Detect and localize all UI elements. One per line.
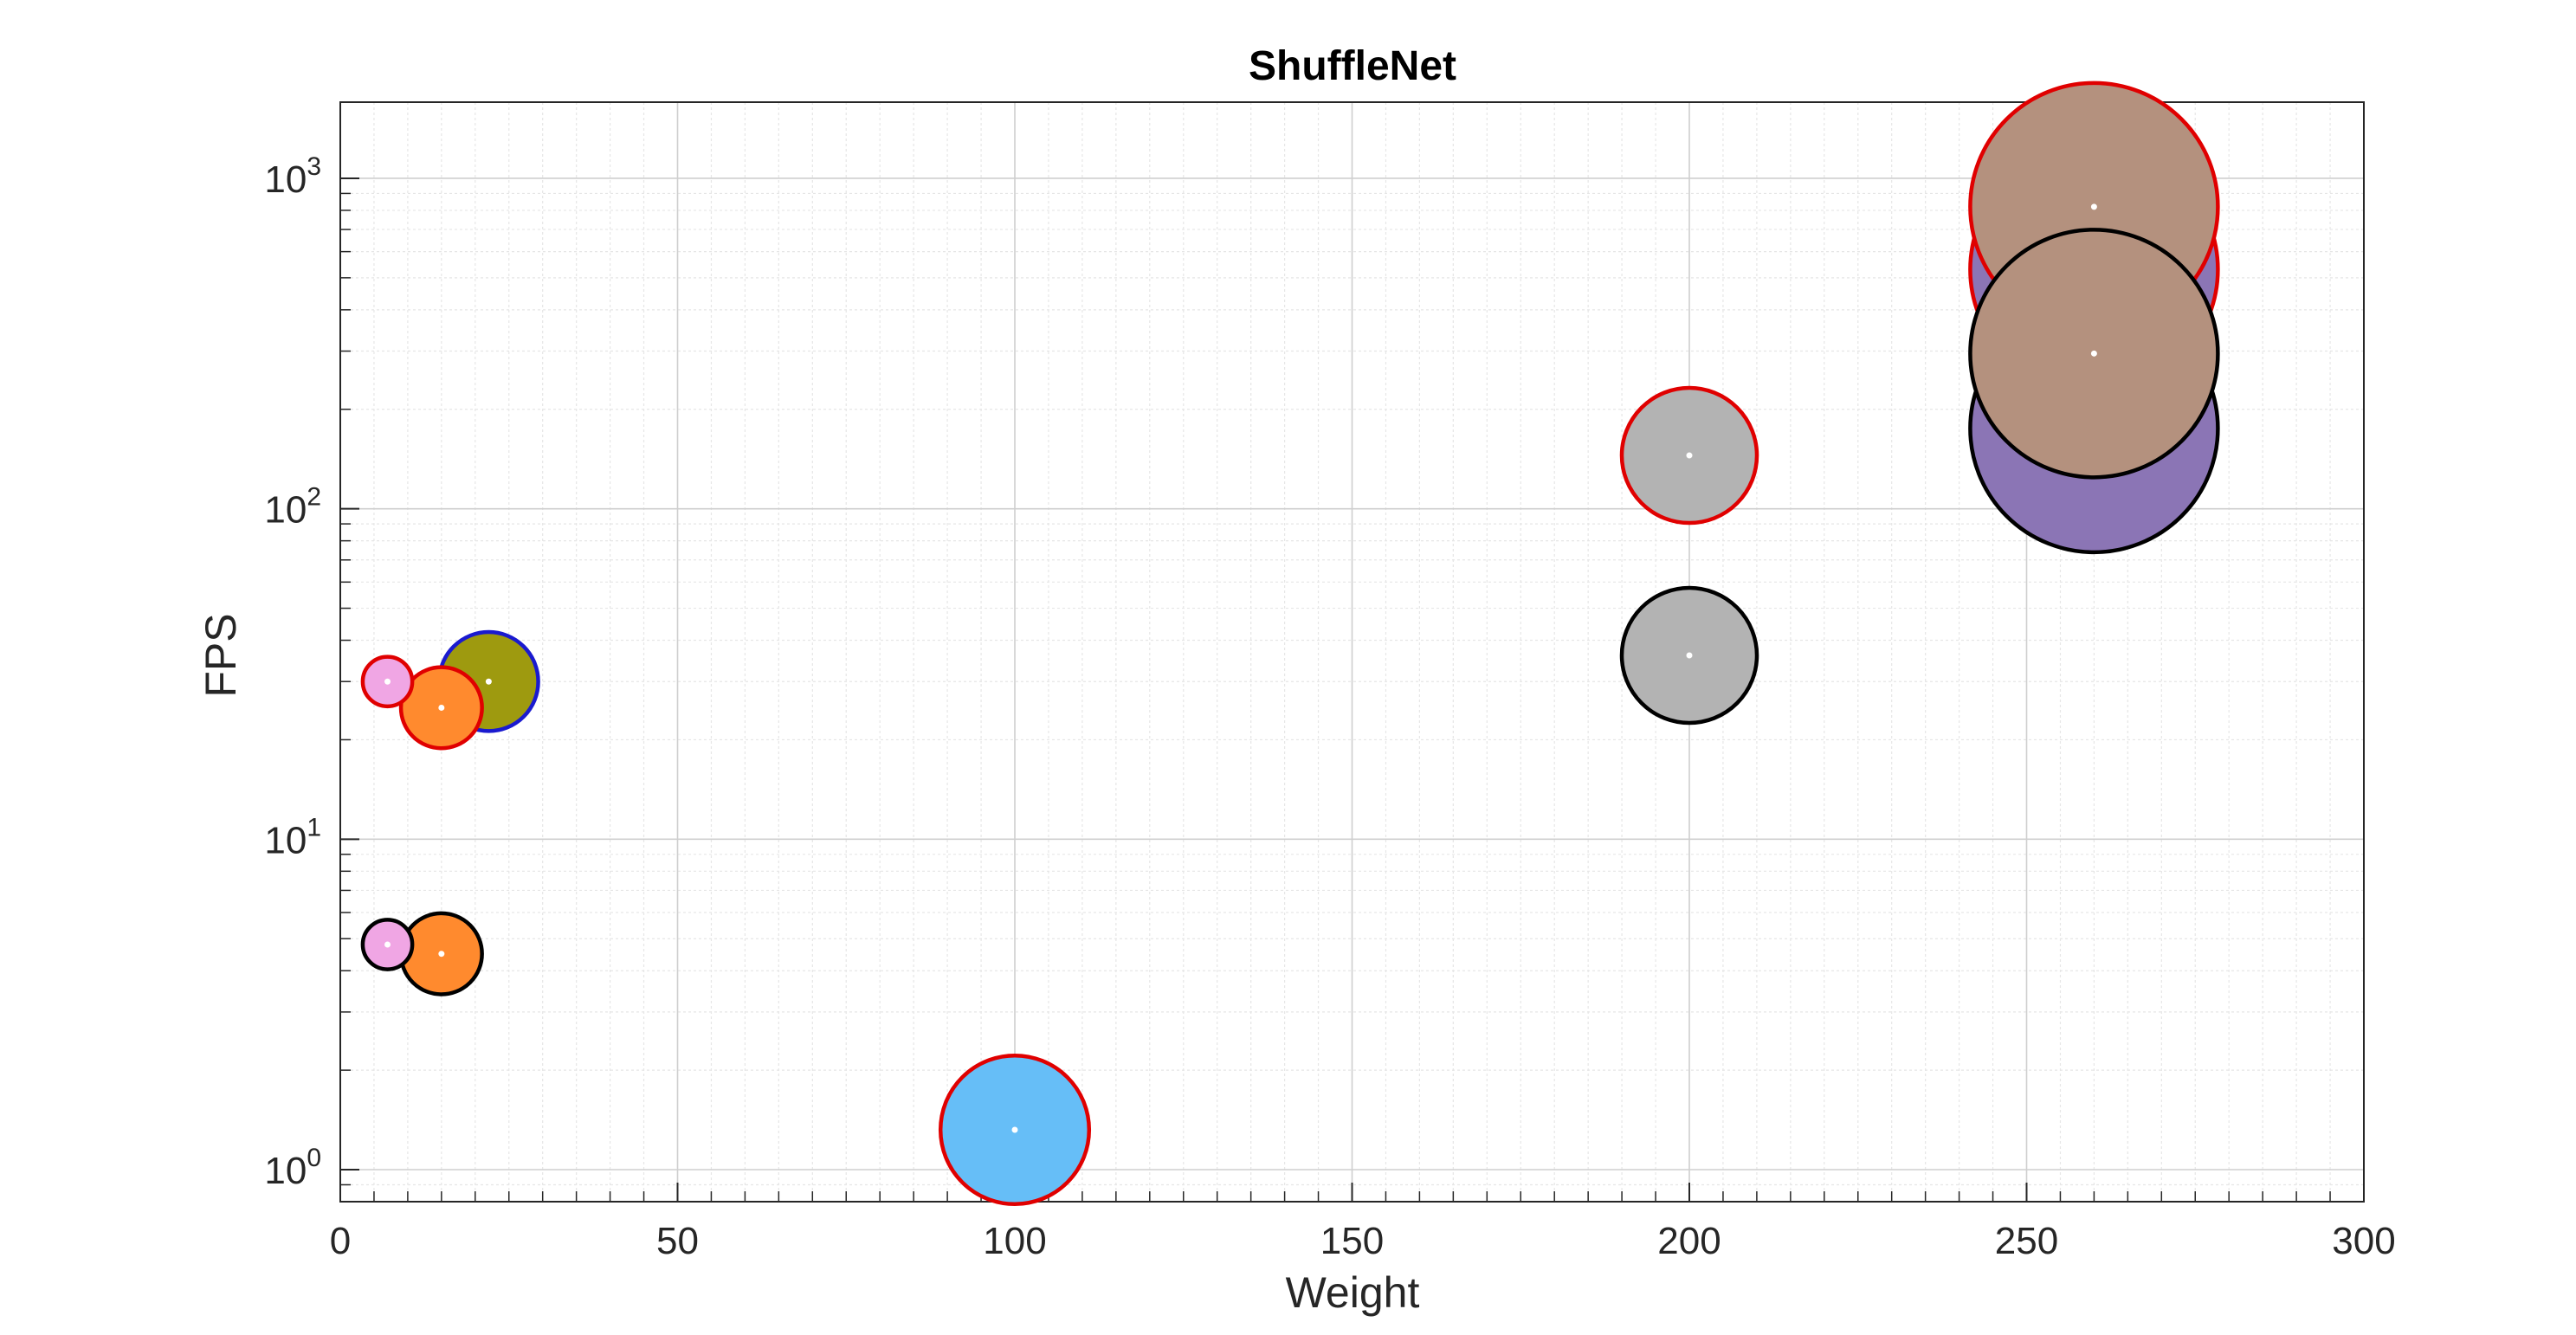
y-tick-label: 103	[264, 152, 321, 201]
data-points	[360, 81, 2220, 1207]
chart-title: ShuffleNet	[1249, 43, 1456, 89]
axis-ticks	[339, 177, 2365, 1203]
y-tick-label: 102	[264, 483, 321, 532]
data-point-center	[384, 678, 391, 685]
y-axis-label: FPS	[197, 613, 245, 697]
data-point-center	[438, 704, 445, 711]
data-point-center	[1011, 1126, 1018, 1133]
data-point-center	[1686, 452, 1693, 459]
data-point-center	[2090, 350, 2097, 357]
x-axis-label: Weight	[1286, 1268, 1420, 1317]
data-point-center	[1686, 652, 1693, 659]
data-point-center	[438, 951, 445, 958]
x-tick-label: 50	[656, 1220, 699, 1262]
y-tick-label: 101	[264, 813, 321, 861]
x-tick-label: 150	[1320, 1220, 1384, 1262]
y-tick-label: 100	[264, 1144, 321, 1192]
data-point-center	[2090, 203, 2097, 210]
x-tick-label: 250	[1995, 1220, 2058, 1262]
minor-grid	[340, 102, 2364, 1203]
x-tick-label: 100	[983, 1220, 1046, 1262]
x-tick-label: 300	[2332, 1220, 2395, 1262]
data-point-center	[384, 941, 391, 948]
data-point-center	[485, 678, 492, 685]
y-tick-labels: 100 101 102 103	[264, 152, 321, 1192]
x-tick-label: 0	[330, 1220, 351, 1262]
x-tick-labels: 0 50 100 150 200 250 300	[330, 1220, 2396, 1262]
x-tick-label: 200	[1657, 1220, 1721, 1262]
